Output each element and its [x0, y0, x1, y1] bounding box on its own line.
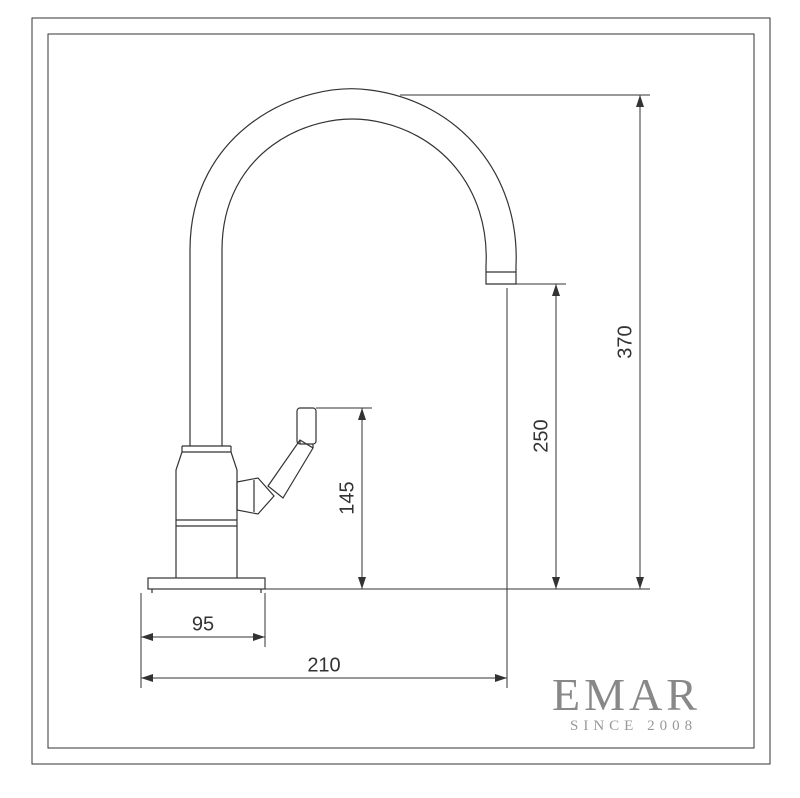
dim-label-370: 370 [614, 325, 636, 358]
dim-height-145: 145 [316, 408, 372, 589]
dim-label-250: 250 [530, 419, 552, 452]
brand-name: EMAR [552, 669, 701, 720]
dim-label-95: 95 [192, 613, 214, 635]
dim-width-95: 95 [141, 593, 265, 647]
faucet-handle [237, 408, 316, 514]
drawing-svg: 210 95 370 250 145 EMAR SINCE 2 [0, 0, 800, 798]
dim-height-250: 250 [516, 284, 566, 589]
frame-outer [32, 18, 770, 764]
drawing-sheet: { "frame": { "outer": { "x": 32, "y": 18… [0, 0, 800, 798]
brand-logo: EMAR SINCE 2008 [552, 669, 701, 734]
brand-tagline: SINCE 2008 [570, 718, 697, 734]
frame-inner [48, 34, 754, 748]
dim-label-210: 210 [307, 654, 340, 676]
faucet-outline [148, 89, 516, 593]
dim-label-145: 145 [336, 481, 358, 514]
